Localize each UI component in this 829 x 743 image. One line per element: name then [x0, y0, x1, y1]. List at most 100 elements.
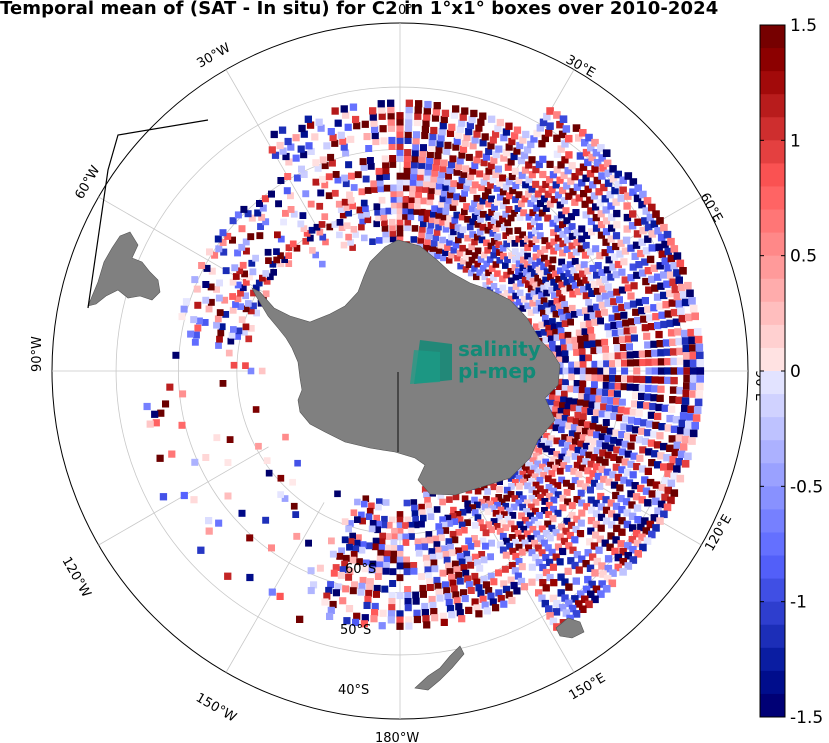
data-cell	[357, 588, 365, 596]
data-cell	[546, 122, 554, 130]
data-cell	[527, 309, 535, 316]
logo-line1: salinity	[458, 337, 541, 361]
data-cell	[605, 256, 613, 264]
data-cell	[533, 295, 540, 302]
data-cell	[593, 303, 600, 311]
data-cell	[481, 133, 489, 141]
data-cell	[421, 125, 429, 133]
data-cell	[565, 312, 573, 320]
data-cell	[645, 448, 653, 456]
data-cell	[479, 223, 487, 231]
data-cell	[601, 276, 609, 284]
data-cell	[483, 260, 490, 268]
data-cell	[375, 167, 383, 175]
data-cell	[191, 338, 199, 346]
data-cell	[567, 318, 574, 326]
data-cell	[492, 510, 500, 517]
data-cell	[672, 416, 681, 424]
data-cell	[500, 511, 508, 518]
data-cell	[542, 276, 549, 284]
data-cell	[605, 404, 613, 412]
data-cell	[487, 222, 495, 229]
data-cell	[638, 350, 646, 358]
data-cell	[624, 432, 632, 440]
data-cell	[646, 478, 655, 487]
data-cell	[346, 568, 354, 575]
data-cell	[490, 156, 498, 164]
data-cell	[368, 566, 376, 574]
data-cell	[269, 260, 277, 268]
data-cell	[338, 547, 345, 555]
data-cell	[484, 226, 492, 234]
data-cell	[410, 167, 418, 175]
data-cell	[319, 260, 326, 268]
data-cell	[433, 102, 441, 110]
data-cell	[420, 197, 428, 205]
data-cell	[268, 190, 275, 198]
data-cell	[467, 561, 475, 569]
data-cell	[564, 498, 572, 506]
data-cell	[554, 543, 562, 551]
data-cell	[549, 171, 557, 179]
data-cell	[379, 532, 386, 540]
data-cell	[238, 225, 246, 233]
data-cell	[641, 258, 649, 266]
data-cell	[252, 406, 260, 413]
data-cell	[583, 503, 591, 511]
data-cell	[473, 540, 481, 548]
data-cell	[584, 185, 592, 193]
data-cell	[545, 242, 553, 250]
data-cell	[610, 413, 618, 420]
data-cell	[549, 256, 557, 264]
data-cell	[596, 346, 604, 354]
data-cell	[336, 231, 343, 239]
data-cell	[481, 601, 489, 609]
data-cell	[597, 210, 605, 218]
data-cell	[469, 142, 477, 150]
data-cell	[595, 339, 603, 347]
data-cell	[462, 253, 470, 260]
data-cell	[563, 246, 571, 253]
data-cell	[588, 445, 596, 452]
data-cell	[463, 184, 471, 192]
data-cell	[496, 486, 503, 493]
data-cell	[566, 436, 574, 443]
data-cell	[435, 552, 443, 560]
data-cell	[449, 530, 457, 538]
data-cell	[414, 112, 422, 120]
data-cell	[496, 527, 504, 535]
data-cell	[361, 234, 368, 242]
data-cell	[528, 478, 535, 485]
data-cell	[494, 501, 501, 509]
data-cell	[519, 305, 527, 312]
data-cell	[507, 295, 515, 303]
data-cell	[492, 151, 500, 159]
data-cell	[614, 313, 622, 321]
data-cell	[652, 497, 660, 506]
data-cell	[552, 270, 559, 278]
colorbar-block	[760, 394, 785, 418]
data-cell	[576, 309, 584, 316]
data-cell	[410, 562, 418, 569]
data-cell	[655, 330, 663, 339]
data-cell	[607, 397, 615, 405]
data-cell	[638, 269, 647, 277]
data-cell	[605, 478, 613, 486]
data-cell	[502, 232, 510, 239]
data-cell	[616, 250, 624, 258]
data-cell	[642, 207, 650, 215]
data-cell	[574, 367, 581, 375]
data-cell	[549, 340, 556, 348]
data-cell	[238, 509, 246, 517]
data-cell	[582, 585, 591, 594]
data-cell	[402, 196, 410, 203]
data-cell	[535, 160, 543, 169]
data-cell	[437, 493, 445, 500]
data-cell	[275, 200, 282, 208]
data-cell	[503, 486, 511, 494]
colorbar-tick-label: -1	[790, 593, 807, 613]
data-cell	[490, 274, 497, 281]
data-cell	[581, 406, 589, 414]
data-cell	[686, 413, 694, 421]
data-cell	[371, 132, 379, 140]
